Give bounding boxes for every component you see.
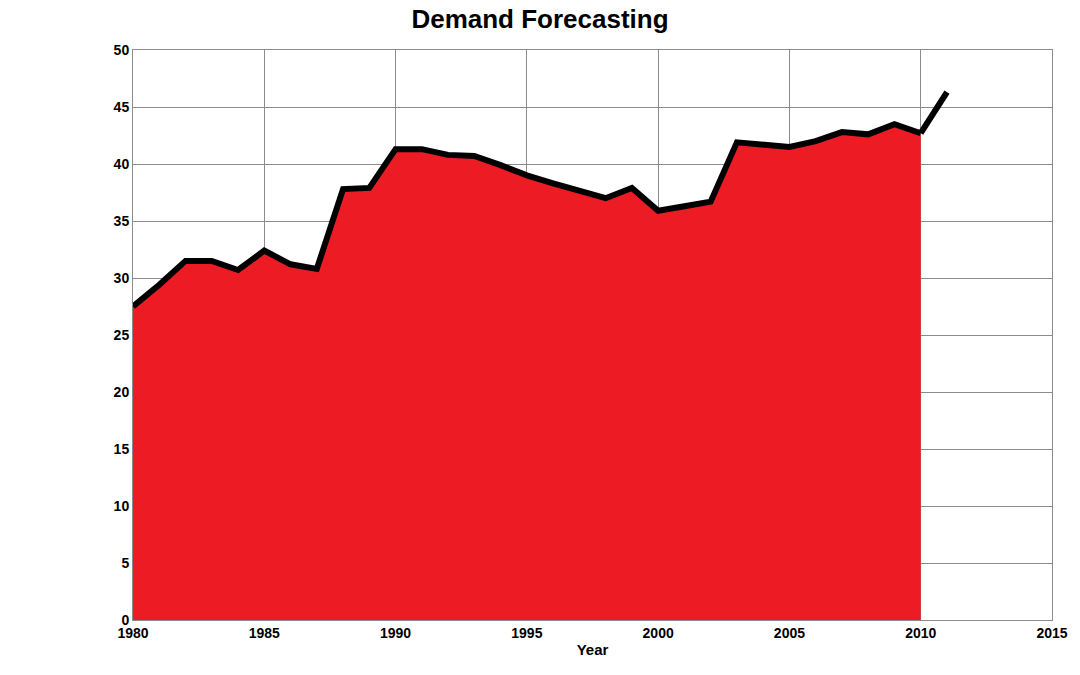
svg-text:1995: 1995 [511, 625, 542, 641]
svg-text:2000: 2000 [643, 625, 674, 641]
svg-text:1990: 1990 [380, 625, 411, 641]
svg-text:1985: 1985 [249, 625, 280, 641]
svg-text:40: 40 [114, 156, 130, 172]
svg-text:0: 0 [121, 612, 129, 628]
svg-text:20: 20 [114, 384, 130, 400]
svg-text:45: 45 [114, 99, 130, 115]
svg-text:5: 5 [121, 555, 129, 571]
svg-text:10: 10 [114, 498, 130, 514]
svg-text:35: 35 [114, 213, 130, 229]
svg-text:25: 25 [114, 327, 130, 343]
svg-text:2010: 2010 [905, 625, 936, 641]
svg-text:Demand Forecasting: Demand Forecasting [411, 4, 668, 34]
svg-text:Year: Year [577, 641, 609, 658]
svg-text:30: 30 [114, 270, 130, 286]
svg-text:15: 15 [114, 441, 130, 457]
svg-text:1980: 1980 [117, 625, 148, 641]
svg-text:50: 50 [114, 42, 130, 58]
svg-text:2015: 2015 [1036, 625, 1067, 641]
svg-text:2005: 2005 [774, 625, 805, 641]
